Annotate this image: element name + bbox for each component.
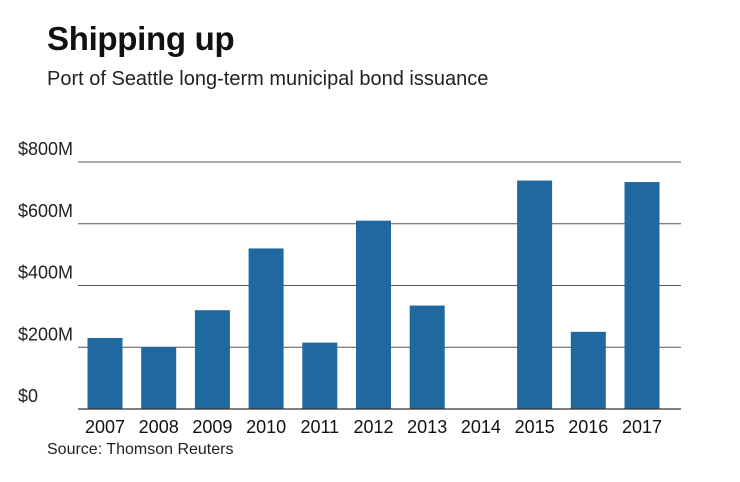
x-tick-label: 2016: [568, 417, 608, 437]
bar-2008: [141, 347, 177, 409]
chart-source: Source: Thomson Reuters: [47, 441, 234, 458]
bar-2009: [194, 310, 230, 409]
x-tick-label: 2011: [300, 417, 339, 437]
x-tick-label: 2009: [192, 417, 232, 437]
x-tick-label: 2017: [622, 417, 662, 437]
x-tick-label: 2015: [515, 417, 555, 437]
bar-2007: [87, 337, 123, 409]
y-tick-label: $800M: [18, 139, 73, 159]
x-tick-label: 2007: [85, 417, 125, 437]
x-tick-label: 2013: [407, 417, 447, 437]
bar-2017: [624, 182, 660, 409]
bar-2013: [409, 305, 445, 409]
x-tick-label: 2014: [461, 417, 501, 437]
y-tick-label: $400M: [18, 263, 73, 283]
bar-2011: [302, 342, 338, 409]
bar-2016: [570, 331, 606, 409]
x-tick-label: 2010: [246, 417, 286, 437]
y-tick-label: $600M: [18, 201, 73, 221]
chart-subtitle: Port of Seattle long-term municipal bond…: [47, 68, 489, 90]
x-tick-label: 2008: [139, 417, 179, 437]
chart-title: Shipping up: [47, 20, 235, 57]
y-tick-label: $0: [18, 386, 38, 406]
bar-2010: [248, 248, 284, 409]
bar-2015: [517, 180, 553, 409]
bar-2012: [356, 220, 391, 409]
x-tick-label: 2012: [353, 417, 393, 437]
y-tick-label: $200M: [18, 324, 73, 344]
